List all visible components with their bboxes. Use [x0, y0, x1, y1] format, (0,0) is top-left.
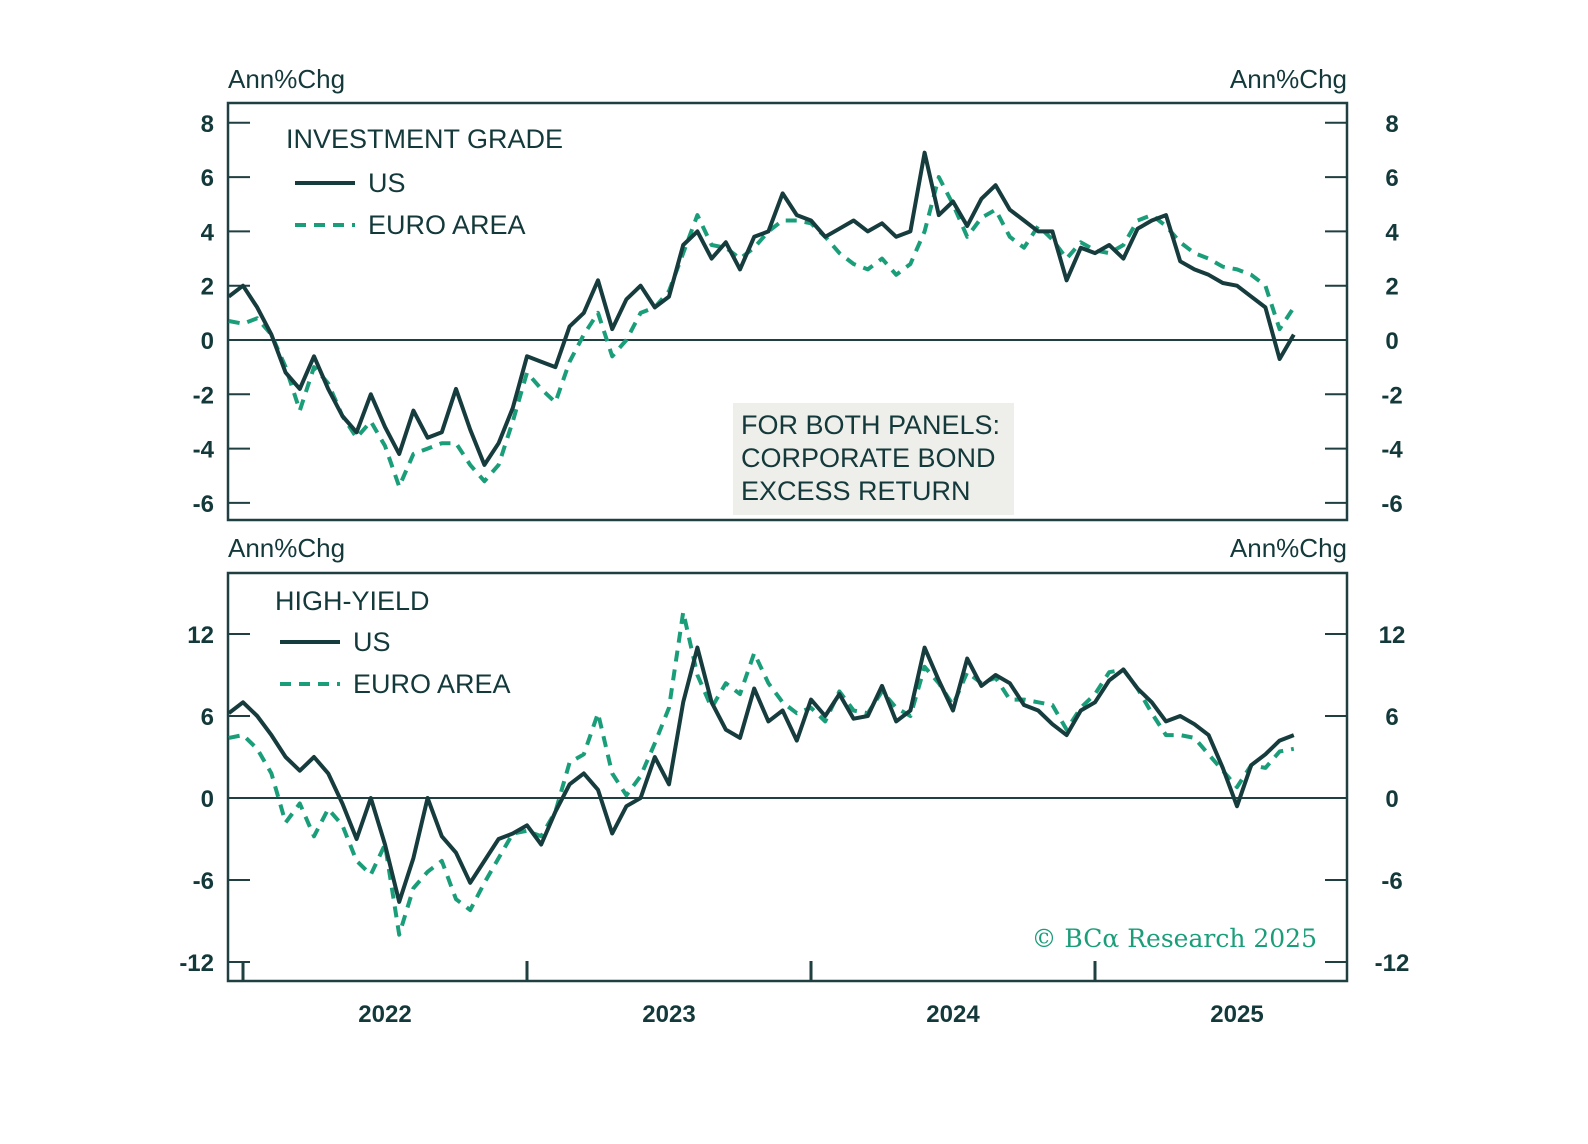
y-tick-label-right: 12 — [1379, 622, 1406, 649]
y-tick-label-left: 4 — [201, 219, 215, 246]
y-tick-label-right: 8 — [1385, 111, 1398, 138]
plot-frame — [226, 101, 1349, 522]
copyright-credit: © BCα Research 2025 — [1031, 924, 1317, 953]
legend-label-euro: EURO AREA — [353, 669, 511, 699]
y-tick-label-left: -12 — [179, 950, 214, 977]
note-background — [733, 403, 1014, 515]
note-line-3: EXCESS RETURN — [741, 476, 971, 506]
legend-label-euro: EURO AREA — [368, 210, 526, 240]
y-tick-label-left: -4 — [193, 437, 215, 464]
y-tick-label-right: 2 — [1385, 274, 1398, 301]
y-tick-label-left: 2 — [201, 274, 214, 301]
y-axis-unit-right: Ann%Chg — [1230, 533, 1347, 563]
y-tick-label-left: -6 — [193, 868, 214, 895]
note-box: FOR BOTH PANELS: CORPORATE BOND EXCESS R… — [733, 403, 1014, 515]
legend-title: INVESTMENT GRADE — [286, 124, 563, 154]
y-axis-unit-left: Ann%Chg — [228, 533, 345, 563]
legend-label-us: US — [353, 627, 391, 657]
legend-title: HIGH-YIELD — [275, 586, 430, 616]
plot-frame — [226, 571, 1349, 983]
x-tick-label: 2023 — [642, 1001, 695, 1028]
y-tick-label-left: 12 — [187, 622, 214, 649]
y-tick-label-right: -6 — [1381, 491, 1402, 518]
x-tick-label: 2024 — [926, 1001, 980, 1028]
note-line-2: CORPORATE BOND — [741, 443, 996, 473]
y-tick-label-right: 4 — [1385, 219, 1399, 246]
y-tick-label-right: 6 — [1385, 704, 1398, 731]
y-tick-label-left: 0 — [201, 786, 214, 813]
y-tick-label-right: 6 — [1385, 165, 1398, 192]
y-tick-label-left: 0 — [201, 328, 214, 355]
series-line-euro-area — [228, 610, 1295, 937]
legend: INVESTMENT GRADE US EURO AREA — [286, 124, 563, 240]
x-tick-label: 2022 — [358, 1001, 411, 1028]
y-tick-label-right: 0 — [1385, 328, 1398, 355]
series-line-us — [227, 645, 1295, 904]
y-tick-label-left: -6 — [193, 491, 214, 518]
y-tick-label-left: 8 — [201, 111, 214, 138]
y-axis-unit-left: Ann%Chg — [228, 64, 345, 94]
y-axis-unit-right: Ann%Chg — [1230, 64, 1347, 94]
legend: HIGH-YIELD US EURO AREA — [275, 586, 511, 699]
legend-label-us: US — [368, 168, 406, 198]
y-tick-label-left: -2 — [193, 382, 214, 409]
y-tick-label-right: -4 — [1381, 437, 1403, 464]
series-line-us — [227, 150, 1296, 467]
note-line-1: FOR BOTH PANELS: — [741, 410, 1000, 440]
panel-investment-grade: Ann%Chg Ann%Chg 8 8 6 6 4 4 2 2 0 0 -2 -2 -4 -4 -6 -6 F… — [193, 64, 1403, 522]
y-tick-label-right: 0 — [1385, 786, 1398, 813]
y-tick-label-right: -6 — [1381, 868, 1402, 895]
y-tick-label-left: 6 — [201, 165, 214, 192]
y-tick-label-left: 6 — [201, 704, 214, 731]
x-tick-label: 2025 — [1210, 1001, 1263, 1028]
y-tick-label-right: -12 — [1375, 950, 1410, 977]
y-tick-label-right: -2 — [1381, 382, 1402, 409]
panel-high-yield: Ann%Chg Ann%Chg 12 12 6 6 0 0 -6 -6 -12 -12 2022 2… — [179, 533, 1409, 1028]
